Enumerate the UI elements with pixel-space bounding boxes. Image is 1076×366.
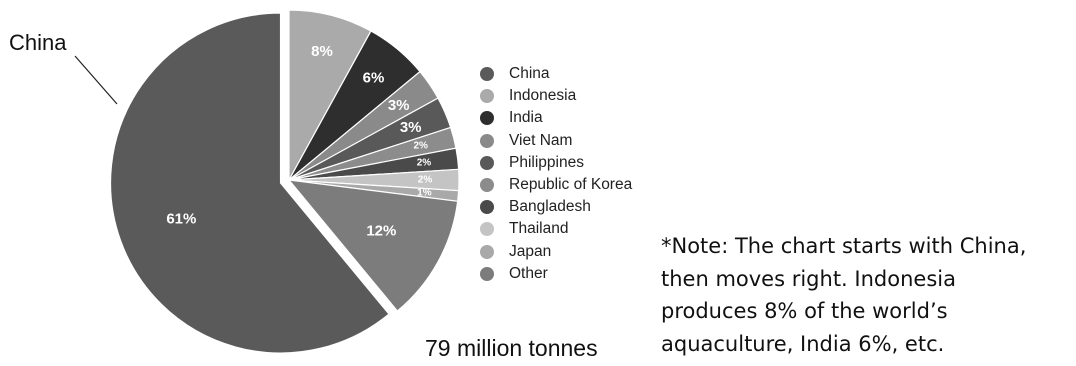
legend-label: Philippines xyxy=(509,153,584,171)
legend-swatch xyxy=(480,222,494,237)
legend-item: China xyxy=(480,63,632,85)
legend-item: Republic of Korea xyxy=(480,174,632,196)
legend-swatch xyxy=(480,67,494,82)
pie-slice-labels: 61%8%6%3%3%2%2%2%1%12% xyxy=(166,43,432,239)
legend-swatch xyxy=(480,244,494,259)
legend-swatch xyxy=(480,266,494,281)
total-label: 79 million tonnes xyxy=(425,335,598,361)
pie-slices xyxy=(109,9,460,354)
legend-label: India xyxy=(509,109,543,127)
footnote-line: aquaculture, India 6%, etc. xyxy=(661,332,945,357)
legend-swatch xyxy=(480,89,494,104)
legend-label: China xyxy=(509,65,550,83)
china-callout-label: China xyxy=(9,30,67,55)
slice-label: 3% xyxy=(388,97,410,114)
footnote-line: then moves right. Indonesia xyxy=(661,266,956,291)
legend-swatch xyxy=(480,178,494,193)
slice-label: 2% xyxy=(414,141,429,152)
footnote-line: *Note: The chart starts with China, xyxy=(661,234,1027,258)
slice-label: 8% xyxy=(311,43,333,60)
legend-item: India xyxy=(480,107,632,129)
legend-label: Viet Nam xyxy=(509,131,573,149)
slice-label: 12% xyxy=(366,222,396,239)
legend-label: Japan xyxy=(509,242,552,260)
slice-label: 2% xyxy=(418,175,433,186)
pie-slice-china xyxy=(109,12,390,354)
legend-item: Indonesia xyxy=(480,85,632,107)
legend-item: Other xyxy=(480,263,632,285)
slice-label: 6% xyxy=(363,69,385,86)
legend-swatch xyxy=(480,155,494,170)
pie-slice-other xyxy=(287,179,459,312)
chart-legend: China Indonesia India Viet Nam Philippines Re… xyxy=(480,63,632,285)
legend-swatch xyxy=(480,200,494,215)
legend-item: Viet Nam xyxy=(480,130,632,152)
legend-item: Philippines xyxy=(480,152,632,174)
legend-item: Thailand xyxy=(480,218,632,240)
footnote: *Note: The chart starts with China, then… xyxy=(661,230,1026,361)
legend-label: Indonesia xyxy=(509,87,577,105)
slice-label: 1% xyxy=(417,187,432,198)
china-callout-line xyxy=(74,55,118,105)
slice-label: 3% xyxy=(400,119,422,136)
legend-label: Bangladesh xyxy=(509,198,591,216)
legend-label: Other xyxy=(509,264,548,282)
slice-label: 2% xyxy=(417,157,432,168)
legend-label: Republic of Korea xyxy=(509,176,633,194)
legend-swatch xyxy=(480,111,494,126)
legend-item: Bangladesh xyxy=(480,196,632,218)
footnote-line: produces 8% of the world’s xyxy=(661,299,948,324)
slice-label: 61% xyxy=(166,210,196,227)
legend-item: Japan xyxy=(480,241,632,263)
legend-swatch xyxy=(480,133,494,148)
legend-label: Thailand xyxy=(509,220,569,238)
